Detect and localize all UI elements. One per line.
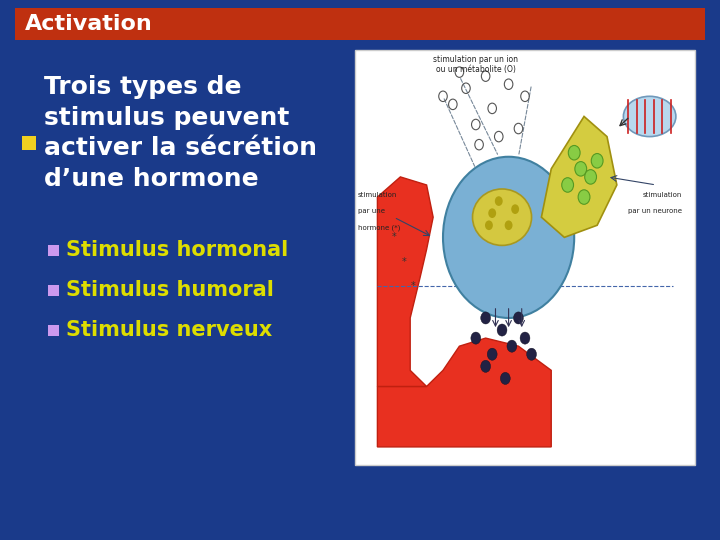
Polygon shape (541, 117, 617, 238)
Circle shape (526, 348, 536, 360)
Bar (355, 50, 695, 465)
Circle shape (471, 332, 481, 344)
Circle shape (481, 312, 490, 324)
Text: hormone (*): hormone (*) (358, 224, 400, 231)
Ellipse shape (472, 189, 531, 245)
Text: *: * (401, 256, 406, 267)
Circle shape (585, 170, 596, 184)
Polygon shape (377, 177, 433, 387)
Text: Stimulus humoral: Stimulus humoral (66, 280, 274, 300)
Circle shape (443, 157, 575, 318)
Text: Stimulus nerveux: Stimulus nerveux (66, 320, 272, 340)
Circle shape (481, 360, 490, 373)
Bar (48, 245, 59, 256)
Circle shape (487, 348, 497, 360)
Circle shape (495, 196, 503, 206)
Circle shape (485, 220, 493, 230)
Circle shape (511, 204, 519, 214)
Circle shape (488, 208, 496, 218)
Ellipse shape (624, 96, 676, 137)
Circle shape (568, 145, 580, 160)
Text: stimulation: stimulation (358, 192, 397, 198)
Text: par une: par une (358, 208, 384, 214)
Text: *: * (411, 281, 416, 291)
Text: Activation: Activation (25, 14, 153, 34)
Circle shape (578, 190, 590, 204)
Bar (48, 325, 59, 336)
Circle shape (575, 161, 587, 176)
Circle shape (497, 324, 507, 336)
Circle shape (505, 220, 513, 230)
Circle shape (507, 340, 517, 352)
Text: *: * (392, 232, 396, 242)
Text: ou un métabolite (O): ou un métabolite (O) (436, 65, 516, 74)
Bar (15, 8, 705, 40)
Circle shape (500, 373, 510, 384)
Circle shape (520, 332, 530, 344)
Text: stimulation par un ion: stimulation par un ion (433, 55, 518, 64)
Polygon shape (377, 338, 552, 447)
Circle shape (591, 153, 603, 168)
Text: par un neurone: par un neurone (629, 208, 683, 214)
Bar (22, 136, 36, 150)
Text: stimulation: stimulation (643, 192, 683, 198)
Text: Stimulus hormonal: Stimulus hormonal (66, 240, 288, 260)
Circle shape (562, 178, 574, 192)
Bar (48, 285, 59, 296)
Circle shape (513, 312, 523, 324)
Text: Trois types de
stimulus peuvent
activer la sécrétion
d’une hormone: Trois types de stimulus peuvent activer … (44, 75, 317, 191)
